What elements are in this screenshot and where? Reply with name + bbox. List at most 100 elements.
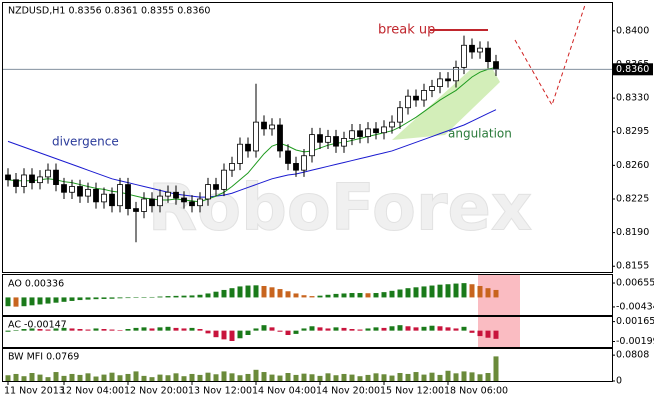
- candle-body: [461, 44, 467, 68]
- histogram-bar: [269, 287, 275, 298]
- candle-body: [357, 130, 363, 137]
- histogram-bar: [29, 328, 35, 331]
- histogram-bar: [21, 376, 27, 381]
- candle-body: [453, 66, 459, 82]
- ac-title: AC -0.00147: [8, 320, 67, 331]
- histogram-bar: [333, 375, 339, 381]
- histogram-bar: [173, 327, 179, 331]
- histogram-bar: [29, 373, 35, 381]
- candle-body: [21, 174, 27, 187]
- histogram-bar: [37, 329, 43, 331]
- histogram-bar: [165, 375, 171, 381]
- histogram-bar: [261, 285, 267, 298]
- candle-body: [301, 155, 307, 171]
- histogram-bar: [69, 328, 75, 331]
- histogram-bar: [53, 297, 59, 303]
- histogram-bar: [125, 297, 131, 299]
- histogram-bar: [77, 329, 83, 331]
- histogram-bar: [93, 376, 99, 381]
- histogram-bar: [157, 374, 163, 381]
- histogram-bar: [181, 328, 187, 331]
- histogram-bar: [413, 287, 419, 298]
- histogram-bar: [13, 297, 19, 307]
- candle-body: [101, 193, 107, 203]
- candle-body: [197, 198, 203, 207]
- candle-body: [125, 184, 131, 209]
- histogram-bar: [261, 325, 267, 331]
- histogram-bar: [21, 297, 27, 307]
- candle-body: [109, 193, 115, 207]
- candle-body: [469, 44, 475, 53]
- ao-panel: [2, 274, 613, 316]
- candle-body: [317, 134, 323, 143]
- histogram-bar: [421, 286, 427, 298]
- histogram-bar: [157, 296, 163, 298]
- histogram-bar: [189, 327, 195, 331]
- x-tick-label: 12 Nov 20:00: [124, 386, 188, 397]
- candle-body: [29, 174, 35, 184]
- candle-body: [325, 136, 331, 143]
- candle-body: [237, 143, 243, 164]
- histogram-bar: [461, 326, 467, 331]
- histogram-bar: [109, 372, 115, 381]
- histogram-bar: [413, 372, 419, 381]
- histogram-bar: [221, 289, 227, 298]
- histogram-bar: [309, 326, 315, 331]
- histogram-bar: [485, 330, 491, 338]
- candle-body: [189, 201, 195, 207]
- histogram-bar: [437, 284, 443, 298]
- histogram-bar: [141, 297, 147, 298]
- candle-body: [293, 163, 299, 171]
- histogram-bar: [165, 326, 171, 331]
- candle-body: [245, 143, 251, 152]
- watermark: RoboForex: [148, 172, 532, 246]
- histogram-bar: [341, 327, 347, 331]
- histogram-bar: [461, 371, 467, 381]
- histogram-bar: [285, 373, 291, 381]
- histogram-bar: [229, 330, 235, 341]
- histogram-bar: [301, 328, 307, 331]
- histogram-bar: [325, 294, 331, 298]
- forecast-line: [514, 4, 586, 107]
- histogram-bar: [461, 283, 467, 298]
- main-panel: [2, 2, 613, 273]
- candle-body: [445, 78, 451, 82]
- y-tick-label: -0.00199: [616, 336, 654, 347]
- histogram-bar: [53, 372, 59, 381]
- histogram-bar: [61, 297, 67, 302]
- histogram-bar: [189, 295, 195, 298]
- current-price-label: 0.8360: [616, 64, 649, 75]
- histogram-bar: [469, 284, 475, 298]
- candle-body: [437, 78, 443, 87]
- candle-body: [173, 191, 179, 199]
- histogram-bar: [125, 373, 131, 381]
- histogram-bar: [493, 356, 499, 381]
- candle-body: [493, 61, 499, 70]
- candle-body: [133, 208, 139, 212]
- histogram-bar: [237, 375, 243, 381]
- histogram-bar: [45, 297, 51, 304]
- histogram-bar: [317, 327, 323, 331]
- ac-panel: [2, 316, 613, 348]
- histogram-bar: [381, 327, 387, 331]
- candle-body: [181, 197, 187, 203]
- histogram-bar: [5, 297, 11, 307]
- histogram-bar: [181, 376, 187, 381]
- histogram-bar: [125, 329, 131, 331]
- histogram-bar: [197, 329, 203, 331]
- candle-body: [397, 107, 403, 123]
- histogram-bar: [293, 374, 299, 381]
- histogram-bar: [293, 293, 299, 298]
- histogram-bar: [341, 373, 347, 381]
- histogram-bar: [349, 374, 355, 381]
- annotation: break up: [378, 23, 435, 38]
- histogram-bar: [149, 377, 155, 381]
- histogram-bar: [357, 293, 363, 298]
- histogram-bar: [301, 373, 307, 381]
- histogram-bar: [85, 329, 91, 331]
- histogram-bar: [149, 328, 155, 331]
- y-tick-label: 0.00655: [616, 278, 654, 289]
- candle-body: [45, 169, 51, 178]
- plot: [5, 35, 499, 381]
